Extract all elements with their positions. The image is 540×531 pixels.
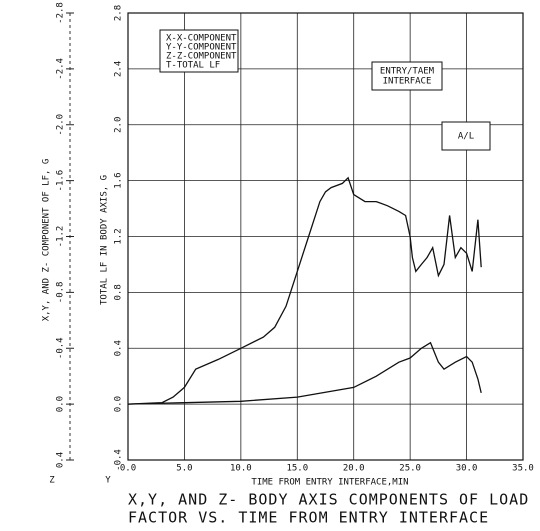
annotation: ENTRY/TAEM [380,67,435,77]
y2-tick-label: -0.4 [56,337,66,359]
y2-tick-label: -2.0 [56,114,66,136]
x-tick-label: 35.0 [512,464,534,474]
y-axis-title: TOTAL LF IN BODY AXIS, G [100,175,110,305]
x-tick-label: 10.0 [230,464,252,474]
y2-tick-label: -1.2 [56,226,66,248]
y2-tick-label: -2.8 [56,2,66,24]
y-tick-label: 2.0 [114,117,124,133]
y2-axis-title: X,Y, AND Z- COMPONENT OF LF, G [42,159,52,322]
y-tick-label: 0.4 [114,340,124,356]
caption: X,Y, AND Z- BODY AXIS COMPONENTS OF LOAD [128,491,529,509]
x-tick-label: 15.0 [286,464,308,474]
data-line [127,176,482,405]
y-tick-label: 0.0 [114,396,124,412]
x-tick-label: 5.0 [176,464,192,474]
y-tick-label: 1.6 [114,172,124,188]
plot-frame [127,12,524,461]
y2-tick-label: 0.0 [56,396,66,412]
y2-tick-label: 0.4 [56,452,66,468]
legend-entry: T-TOTAL LF [166,61,220,71]
y2-tick-label: -0.8 [56,282,66,304]
axis-marker: Y [105,476,111,486]
x-axis-title: TIME FROM ENTRY INTERFACE,MIN [251,478,408,488]
legend-entry: Y-Y-COMPONENT [166,43,237,53]
x-tick-label: 20.0 [343,464,365,474]
annotation-box [441,121,491,151]
x-tick-label: 0.0 [120,464,136,474]
x-tick-label: 30.0 [456,464,478,474]
axis-marker: Z [49,476,55,486]
legend-entry: Z-Z-COMPONENT [166,52,237,62]
caption: FACTOR VS. TIME FROM ENTRY INTERFACE [128,509,489,527]
y2-tick-label: -2.4 [56,58,66,80]
legend-box [159,29,239,73]
y-tick-label: 2.8 [114,5,124,21]
y-tick-label: 0.8 [114,284,124,300]
y-tick-label: 1.2 [114,228,124,244]
x-tick-label: 25.0 [399,464,421,474]
y2-tick-label: -1.6 [56,170,66,192]
annotation: A/L [458,132,474,142]
y-tick-label: -0.4 [114,449,124,471]
y-tick-label: 2.4 [114,61,124,77]
annotation-box [371,61,443,91]
legend-entry: X-X-COMPONENT [166,34,237,44]
data-line [127,341,482,405]
annotation: INTERFACE [383,77,432,87]
